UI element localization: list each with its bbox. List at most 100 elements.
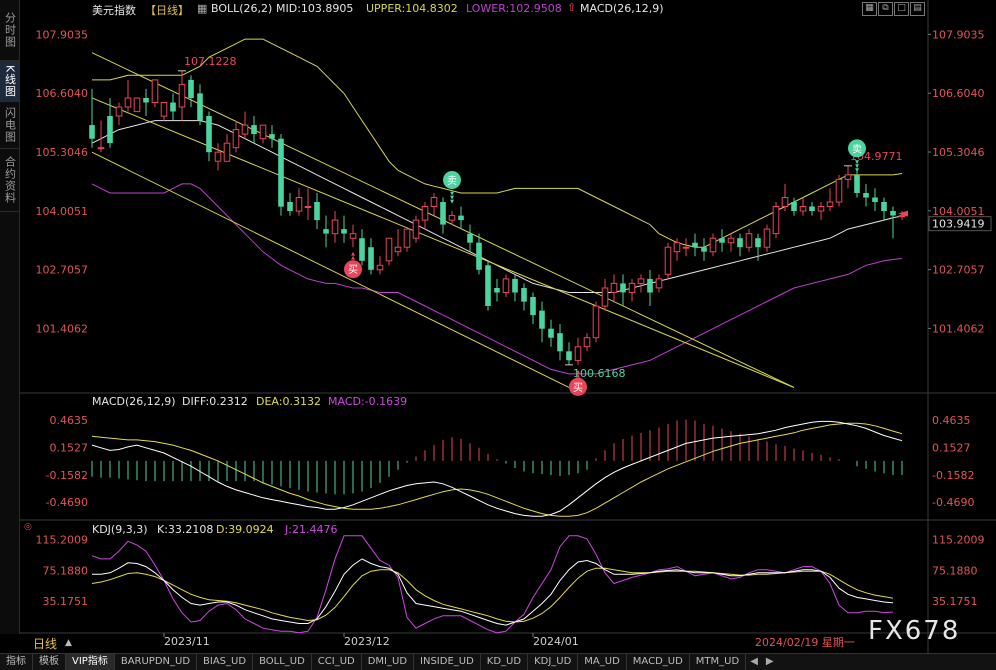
time-tick-label: 2024/01 — [533, 635, 579, 648]
symbol-name: 美元指数 — [92, 4, 136, 17]
arrow-up-icon: ⇧ — [567, 1, 577, 14]
signal-arrow: ▲ — [576, 369, 580, 375]
sell-signal-label: 卖 — [852, 143, 862, 155]
indicator-settings-icon[interactable]: ◎ — [24, 522, 32, 532]
candle-body — [394, 246, 402, 253]
period-bar: 日线 ▲ — [19, 634, 139, 652]
indicator-tab-指标[interactable]: 指标 — [0, 654, 33, 670]
candle-body — [574, 346, 582, 361]
candle-body — [278, 138, 284, 207]
candle-body — [214, 151, 222, 162]
boll-upper-value: UPPER:104.8302 — [366, 2, 458, 15]
boll-mid-line — [91, 120, 903, 293]
boll-label: BOLL(26,2) — [211, 2, 273, 15]
kdj-d-value: D:39.0924 — [216, 523, 274, 536]
macd-tick-left: -0.4690 — [46, 496, 88, 509]
candle-body — [295, 197, 303, 212]
signal-arrow: ▼ — [450, 199, 454, 205]
candle-body — [160, 102, 168, 117]
high-label: 107.1228 — [184, 55, 237, 68]
kdj-j-value: J:21.4476 — [285, 523, 338, 536]
macd-tick-right: 0.1527 — [932, 442, 971, 455]
candle-body — [89, 125, 95, 139]
candle-body — [655, 278, 663, 289]
candle-body — [664, 246, 672, 275]
signal-arrow: ▲ — [351, 259, 355, 265]
price-tick-left: 107.9035 — [36, 28, 89, 41]
sidebar-tab-timeshare[interactable]: 分时图 — [0, 0, 19, 61]
candle-body — [269, 134, 275, 139]
candle-body — [592, 305, 600, 339]
sidebar-tab-flash[interactable]: 闪电图 — [0, 102, 19, 149]
macd-dea-line — [91, 422, 903, 517]
candle-body — [448, 215, 456, 221]
candle-body — [881, 202, 887, 211]
candle-body — [521, 288, 527, 302]
indicator-tab-cci-ud[interactable]: CCI_UD — [312, 654, 362, 670]
sidebar-tab-kline[interactable]: K线图 — [0, 61, 19, 102]
signal-arrow: ▲ — [351, 255, 355, 261]
sidebar-tab-contract-info[interactable]: 合约资料 — [0, 149, 19, 212]
indicator-tab-dmi-ud[interactable]: DMI_UD — [362, 654, 415, 670]
candle-body — [421, 206, 429, 221]
indicator-tab-vip指标[interactable]: VIP指标 — [66, 654, 115, 670]
candle-body — [817, 206, 825, 212]
indicator-tab-barupdn-ud[interactable]: BARUPDN_UD — [115, 654, 198, 670]
signal-arrow: ▲ — [576, 377, 580, 383]
last-price-box — [928, 216, 992, 232]
candle-body — [287, 202, 293, 211]
trend-line-1 — [91, 151, 570, 388]
candle-body — [385, 237, 393, 262]
maximize-icon[interactable]: □ — [894, 2, 909, 16]
candle-body — [188, 79, 194, 98]
indicator-tab-macd-ud[interactable]: MACD_UD — [627, 654, 690, 670]
indicator-tab-inside-ud[interactable]: INSIDE_UD — [414, 654, 481, 670]
candle-body — [440, 202, 446, 225]
scroll-right-icon[interactable]: ▶ — [765, 656, 774, 667]
panel-icon[interactable]: ▤ — [910, 2, 925, 16]
candle-body — [197, 93, 203, 121]
candle-body — [331, 219, 339, 235]
price-tick-left: 101.4062 — [36, 322, 89, 335]
indicator-tab-ma-ud[interactable]: MA_UD — [578, 654, 627, 670]
boll-upper-line — [92, 38, 903, 248]
period-name[interactable]: 日线 — [33, 636, 58, 651]
indicator-tab-mtm-ud[interactable]: MTM_UD — [690, 654, 747, 670]
indicator-tab-kdj-ud[interactable]: KDJ_UD — [528, 654, 579, 670]
grid-icon[interactable]: ▦ — [862, 2, 877, 16]
boll-icon[interactable]: ▦ — [197, 2, 208, 15]
candle-body — [610, 282, 618, 293]
macd-tick-right: -0.4690 — [932, 496, 974, 509]
scroll-left-icon[interactable]: ◀ — [750, 656, 758, 667]
last-price-arrow-icon — [898, 210, 908, 217]
candle-body — [682, 246, 690, 249]
kdj-j-line — [91, 535, 894, 634]
candle-body — [143, 98, 149, 103]
kdj-d-line — [91, 567, 894, 623]
buy-signal-label: 买 — [573, 382, 583, 394]
candle-body — [548, 328, 554, 338]
boll-lower-value: LOWER:102.9508 — [466, 2, 562, 15]
candle-body — [458, 215, 464, 221]
candle-body — [107, 116, 113, 144]
candle-body — [890, 211, 896, 216]
candle-body — [178, 83, 186, 108]
candle-body — [539, 310, 545, 329]
candle-body — [251, 125, 257, 135]
indicator-tab-kd-ud[interactable]: KD_UD — [481, 654, 529, 670]
restore-icon[interactable]: ⧉ — [878, 2, 893, 16]
price-tick-left: 104.0051 — [36, 205, 89, 218]
macd-tick-left: 0.1527 — [50, 442, 89, 455]
candle-body — [341, 229, 347, 234]
candle-body — [791, 202, 797, 211]
candle-body — [170, 102, 176, 112]
indicator-tab-boll-ud[interactable]: BOLL_UD — [253, 654, 312, 670]
signal-arrow: ▼ — [450, 191, 454, 197]
price-tick-left: 106.6040 — [36, 87, 89, 100]
kline-chart[interactable]: 107.1228100.6168104.9771买▲▲▲卖▼▼▼买▲▲▲卖▼▼▼… — [0, 0, 996, 653]
indicator-tab-bias-ud[interactable]: BIAS_UD — [197, 654, 254, 670]
indicator-tab-模板[interactable]: 模板 — [33, 654, 66, 670]
sidebar: 分时图 K线图 闪电图 合约资料 — [0, 0, 20, 634]
triangle-up-icon[interactable]: ▲ — [65, 638, 72, 648]
signal-arrow: ▼ — [450, 195, 454, 201]
